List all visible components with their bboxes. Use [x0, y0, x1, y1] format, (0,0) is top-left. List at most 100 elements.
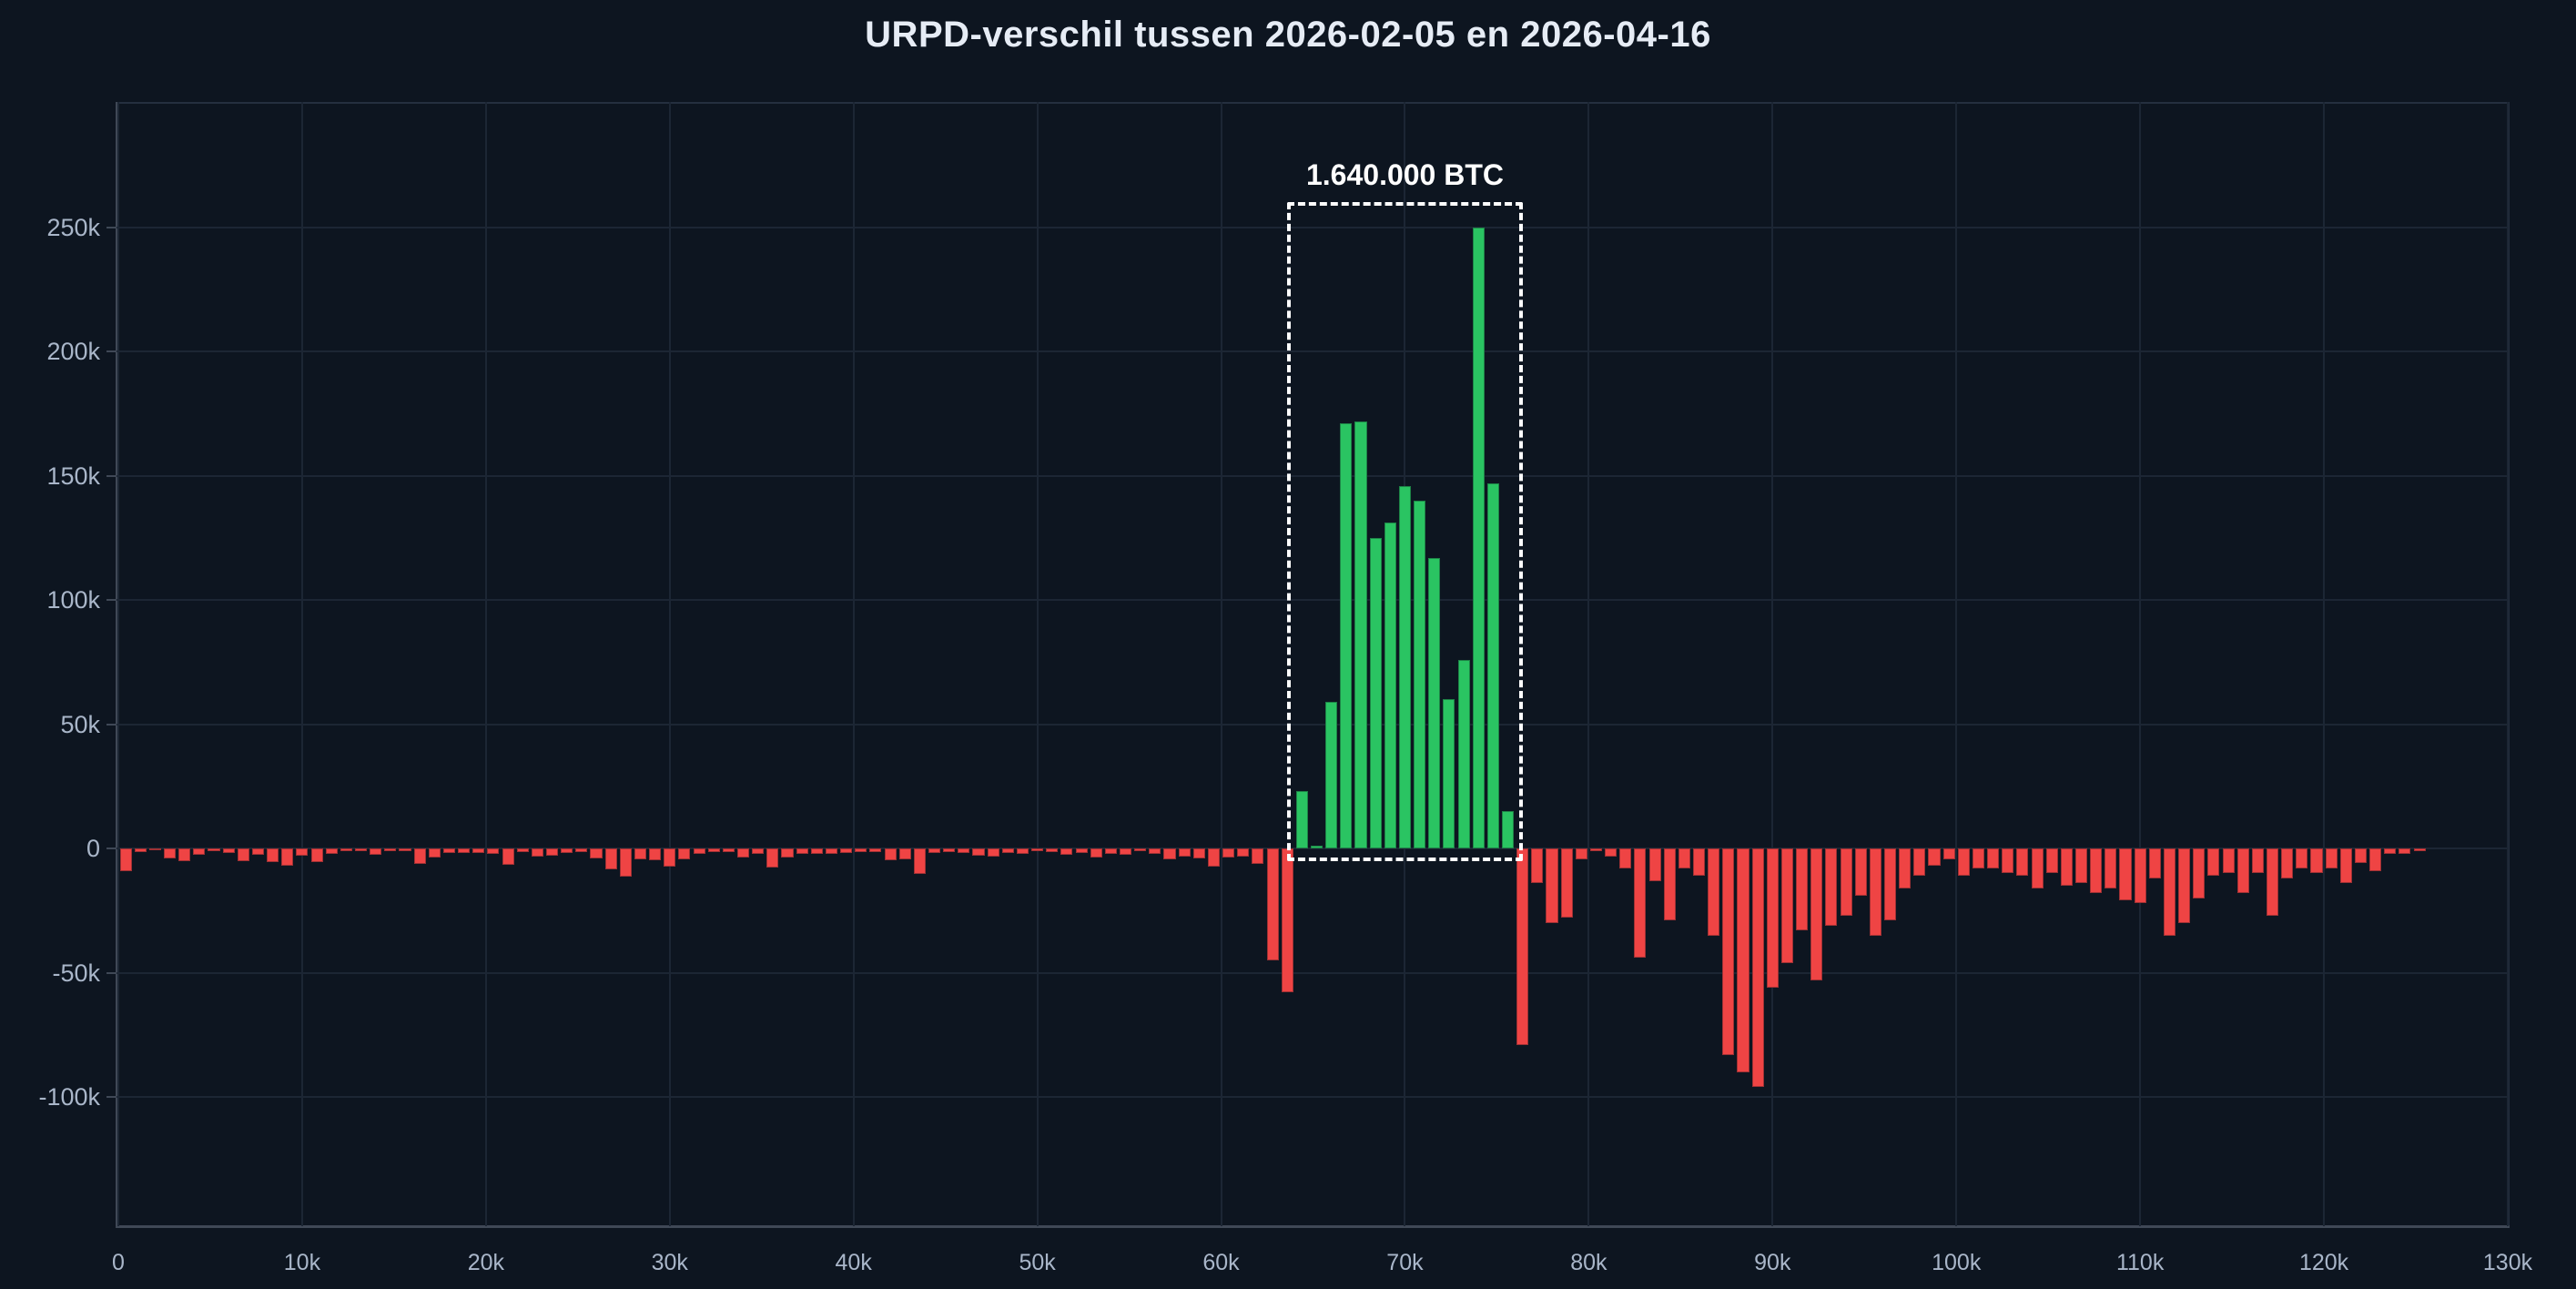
bar-16800[interactable] — [428, 848, 441, 858]
bar-116800[interactable] — [2267, 848, 2279, 916]
bar-26400[interactable] — [604, 848, 617, 869]
bar-80000[interactable] — [1589, 848, 1603, 851]
bar-38400[interactable] — [825, 848, 838, 855]
bar-124000[interactable] — [2399, 848, 2411, 855]
bar-117600[interactable] — [2281, 848, 2294, 878]
bar-99200[interactable] — [1942, 848, 1955, 859]
bar-100800[interactable] — [1972, 848, 1985, 869]
bar-18400[interactable] — [458, 848, 471, 853]
bar-108000[interactable] — [2104, 848, 2117, 888]
bar-5600[interactable] — [222, 848, 235, 853]
bar-104800[interactable] — [2045, 848, 2058, 874]
bar-24000[interactable] — [561, 848, 573, 853]
bar-120800[interactable] — [2339, 848, 2352, 884]
bar-62400[interactable] — [1266, 848, 1279, 960]
bar-88800[interactable] — [1751, 848, 1764, 1088]
bar-4800[interactable] — [208, 848, 220, 851]
bar-13600[interactable] — [370, 848, 382, 855]
bar-81600[interactable] — [1619, 848, 1632, 869]
bar-0[interactable] — [119, 848, 132, 871]
bar-70400[interactable] — [1414, 500, 1426, 849]
bar-7200[interactable] — [251, 848, 265, 855]
bar-95200[interactable] — [1869, 848, 1881, 936]
bar-2400[interactable] — [164, 848, 177, 858]
bar-59200[interactable] — [1207, 848, 1221, 867]
bar-116000[interactable] — [2251, 848, 2264, 874]
bar-92000[interactable] — [1810, 848, 1823, 980]
bar-96000[interactable] — [1884, 848, 1897, 921]
bar-102400[interactable] — [2002, 848, 2014, 874]
bar-11200[interactable] — [325, 848, 338, 855]
bar-42400[interactable] — [898, 848, 911, 859]
bar-53600[interactable] — [1104, 848, 1117, 854]
bar-88000[interactable] — [1737, 848, 1749, 1072]
bar-94400[interactable] — [1854, 848, 1867, 896]
bar-3200[interactable] — [178, 848, 191, 862]
bar-49600[interactable] — [1031, 848, 1044, 852]
bar-21600[interactable] — [516, 848, 529, 853]
bar-63200[interactable] — [1281, 848, 1293, 993]
bar-106400[interactable] — [2075, 848, 2088, 884]
bar-104000[interactable] — [2031, 848, 2044, 888]
bar-4000[interactable] — [193, 848, 206, 856]
bar-123200[interactable] — [2384, 848, 2397, 854]
bar-27200[interactable] — [619, 848, 632, 877]
bar-71200[interactable] — [1428, 557, 1441, 849]
bar-122400[interactable] — [2369, 848, 2382, 871]
bar-34400[interactable] — [752, 848, 765, 854]
bar-20800[interactable] — [502, 848, 514, 866]
bar-83200[interactable] — [1648, 848, 1661, 881]
bar-111200[interactable] — [2163, 848, 2176, 936]
bar-64800[interactable] — [1311, 845, 1323, 849]
bar-17600[interactable] — [442, 848, 456, 853]
bar-36800[interactable] — [796, 848, 808, 854]
bar-54400[interactable] — [1120, 848, 1132, 856]
bar-107200[interactable] — [2090, 848, 2103, 894]
bar-40000[interactable] — [855, 848, 867, 853]
bar-24800[interactable] — [575, 848, 588, 853]
bar-41600[interactable] — [884, 848, 897, 861]
bar-30400[interactable] — [678, 848, 691, 859]
bar-48800[interactable] — [1016, 848, 1029, 854]
bar-48000[interactable] — [1001, 848, 1014, 853]
bar-64000[interactable] — [1295, 791, 1308, 849]
bar-12000[interactable] — [340, 848, 352, 851]
bar-72000[interactable] — [1443, 699, 1455, 849]
bar-112800[interactable] — [2193, 848, 2206, 898]
bar-40800[interactable] — [869, 848, 882, 853]
bar-78400[interactable] — [1560, 848, 1573, 919]
bar-109600[interactable] — [2134, 848, 2146, 904]
bar-97600[interactable] — [1913, 848, 1926, 877]
bar-45600[interactable] — [958, 848, 970, 853]
bar-8800[interactable] — [281, 848, 294, 867]
bar-112000[interactable] — [2178, 848, 2191, 923]
bar-16000[interactable] — [413, 848, 426, 864]
bar-19200[interactable] — [472, 848, 485, 853]
bar-103200[interactable] — [2016, 848, 2029, 877]
bar-9600[interactable] — [296, 848, 309, 857]
bar-87200[interactable] — [1722, 848, 1735, 1055]
bar-800[interactable] — [134, 848, 147, 853]
bar-56000[interactable] — [1149, 848, 1161, 855]
bar-84000[interactable] — [1663, 848, 1676, 921]
bar-32000[interactable] — [707, 848, 720, 852]
bar-12800[interactable] — [355, 848, 368, 852]
bar-77600[interactable] — [1546, 848, 1558, 923]
bar-33600[interactable] — [737, 848, 750, 858]
bar-100000[interactable] — [1957, 848, 1970, 877]
bar-46400[interactable] — [972, 848, 985, 856]
bar-96800[interactable] — [1899, 848, 1912, 888]
bar-52000[interactable] — [1075, 848, 1088, 853]
bar-44800[interactable] — [943, 848, 956, 853]
bar-113600[interactable] — [2207, 848, 2220, 877]
bar-50400[interactable] — [1046, 848, 1059, 853]
bar-37600[interactable] — [810, 848, 823, 855]
bar-105600[interactable] — [2060, 848, 2073, 886]
bar-10400[interactable] — [310, 848, 323, 863]
bar-90400[interactable] — [1780, 848, 1794, 963]
bar-23200[interactable] — [546, 848, 559, 856]
bar-79200[interactable] — [1575, 848, 1587, 859]
bar-43200[interactable] — [913, 848, 926, 875]
bar-84800[interactable] — [1678, 848, 1690, 869]
bar-39200[interactable] — [840, 848, 853, 853]
